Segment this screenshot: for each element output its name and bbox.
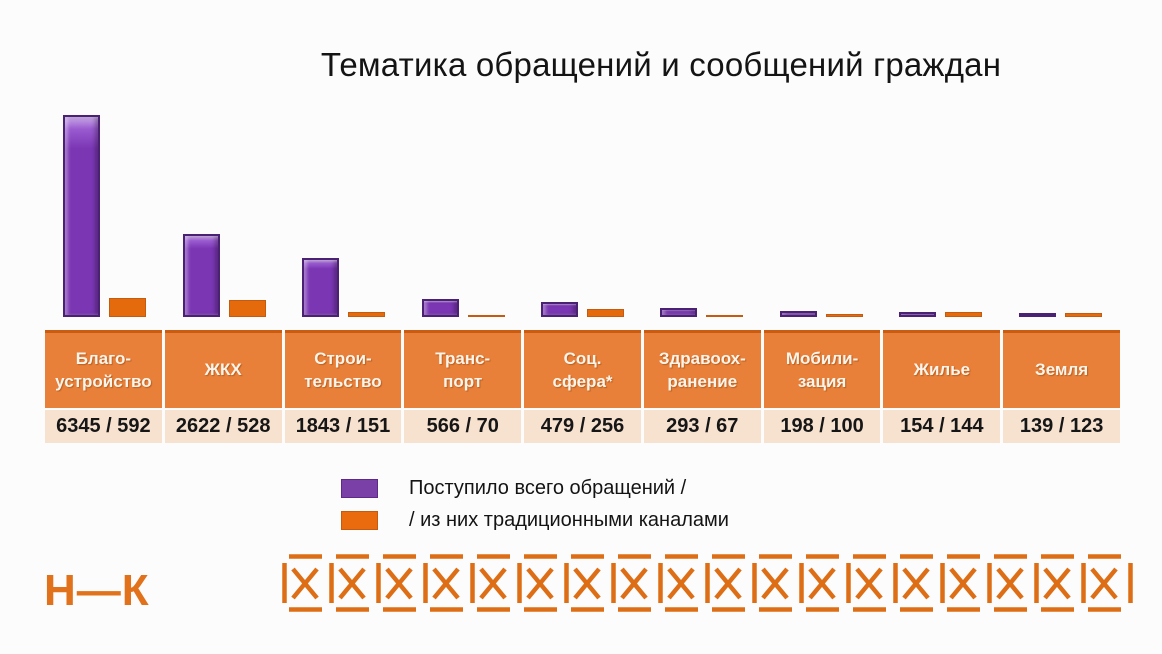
table-value-row: 6345 / 592 2622 / 528 1843 / 151 566 / 70 47… xyxy=(45,410,1121,443)
x-box-icon xyxy=(987,554,1027,612)
chart-column xyxy=(284,258,403,317)
table-value-cell: 566 / 70 xyxy=(404,410,522,443)
x-box-icon xyxy=(658,554,698,612)
bar-traditional xyxy=(706,315,744,317)
bar-traditional xyxy=(109,298,147,317)
page-title: Тематика обращений и сообщений граждан xyxy=(320,46,1002,83)
x-box-icon xyxy=(799,554,839,612)
x-box-icon xyxy=(517,554,557,612)
table-value-cell: 6345 / 592 xyxy=(45,410,162,443)
bar-total xyxy=(302,258,340,317)
chart-column xyxy=(523,302,642,317)
x-box-icon xyxy=(705,554,745,612)
table-value-cell: 293 / 67 xyxy=(643,410,761,443)
bar-traditional xyxy=(825,314,863,317)
table-value-cell: 1843 / 151 xyxy=(284,410,402,443)
table-value-cell: 198 / 100 xyxy=(763,410,881,443)
bar-total xyxy=(1018,313,1056,317)
table-value-cell: 479 / 256 xyxy=(524,410,641,443)
bar-total xyxy=(779,311,817,317)
orange-swatch-icon xyxy=(341,510,378,530)
bar-total xyxy=(421,299,459,317)
x-box-icon xyxy=(611,554,651,612)
x-box-icon xyxy=(564,554,604,612)
table-value-cell: 154 / 144 xyxy=(883,410,1001,443)
x-box-icon xyxy=(752,554,792,612)
bar-traditional xyxy=(586,309,624,317)
x-box-icon xyxy=(282,554,322,612)
table-header-cell: Мобили-зация xyxy=(763,330,881,408)
bar-total xyxy=(540,302,578,317)
x-box-icon xyxy=(1081,554,1121,612)
table-header-cell: Транс-порт xyxy=(404,330,522,408)
legend-label-total: Поступило всего обращений / xyxy=(409,476,687,499)
bar-traditional xyxy=(1064,313,1102,317)
chart-plot xyxy=(45,112,1120,317)
x-box-icon xyxy=(846,554,886,612)
legend-item-total: Поступило всего обращений / xyxy=(341,476,729,499)
legend-item-traditional: / из них традиционными каналами xyxy=(341,508,729,531)
bar-total xyxy=(660,308,698,317)
legend-label-traditional: / из них традиционными каналами xyxy=(409,508,729,531)
x-box-icon xyxy=(423,554,463,612)
chart-column xyxy=(881,312,1000,317)
bar-traditional xyxy=(467,315,505,317)
table-header-cell: Здравоох-ранение xyxy=(643,330,761,408)
x-box-icon xyxy=(329,554,369,612)
x-box-icon xyxy=(470,554,510,612)
chart-legend: Поступило всего обращений / / из них тра… xyxy=(341,476,729,542)
table-header-cell: Жилье xyxy=(883,330,1001,408)
bar-traditional xyxy=(348,312,386,317)
chart-column xyxy=(762,311,881,317)
bar-traditional xyxy=(228,300,266,317)
table-header-row: Благо-устройство ЖКХ Строи-тельство Транс-п… xyxy=(45,330,1121,408)
bar-total xyxy=(182,234,220,317)
bar-total xyxy=(899,312,937,317)
chart-column xyxy=(164,234,283,317)
table-value-cell: 2622 / 528 xyxy=(164,410,282,443)
bar-total xyxy=(63,115,101,317)
table-value-cell: 139 / 123 xyxy=(1003,410,1121,443)
bar-traditional xyxy=(945,312,983,317)
pattern-row xyxy=(281,552,1135,614)
purple-swatch-icon xyxy=(341,478,378,498)
x-box-icon xyxy=(376,554,416,612)
table-header-cell: Строи-тельство xyxy=(284,330,402,408)
table-header-cell: Земля xyxy=(1003,330,1121,408)
chart-column xyxy=(1001,313,1120,317)
table-header-cell: Благо-устройство xyxy=(45,330,162,408)
x-box-icon xyxy=(893,554,933,612)
pattern-end-bar-icon xyxy=(1128,563,1133,603)
chart-column xyxy=(642,308,761,317)
chart-column xyxy=(403,299,522,317)
table-header-cell: ЖКХ xyxy=(164,330,282,408)
chart-column xyxy=(45,115,164,317)
x-box-icon xyxy=(940,554,980,612)
x-box-icon xyxy=(1034,554,1074,612)
table-header-cell: Соц. сфера* xyxy=(524,330,641,408)
nk-logo: Н—К xyxy=(44,566,150,615)
